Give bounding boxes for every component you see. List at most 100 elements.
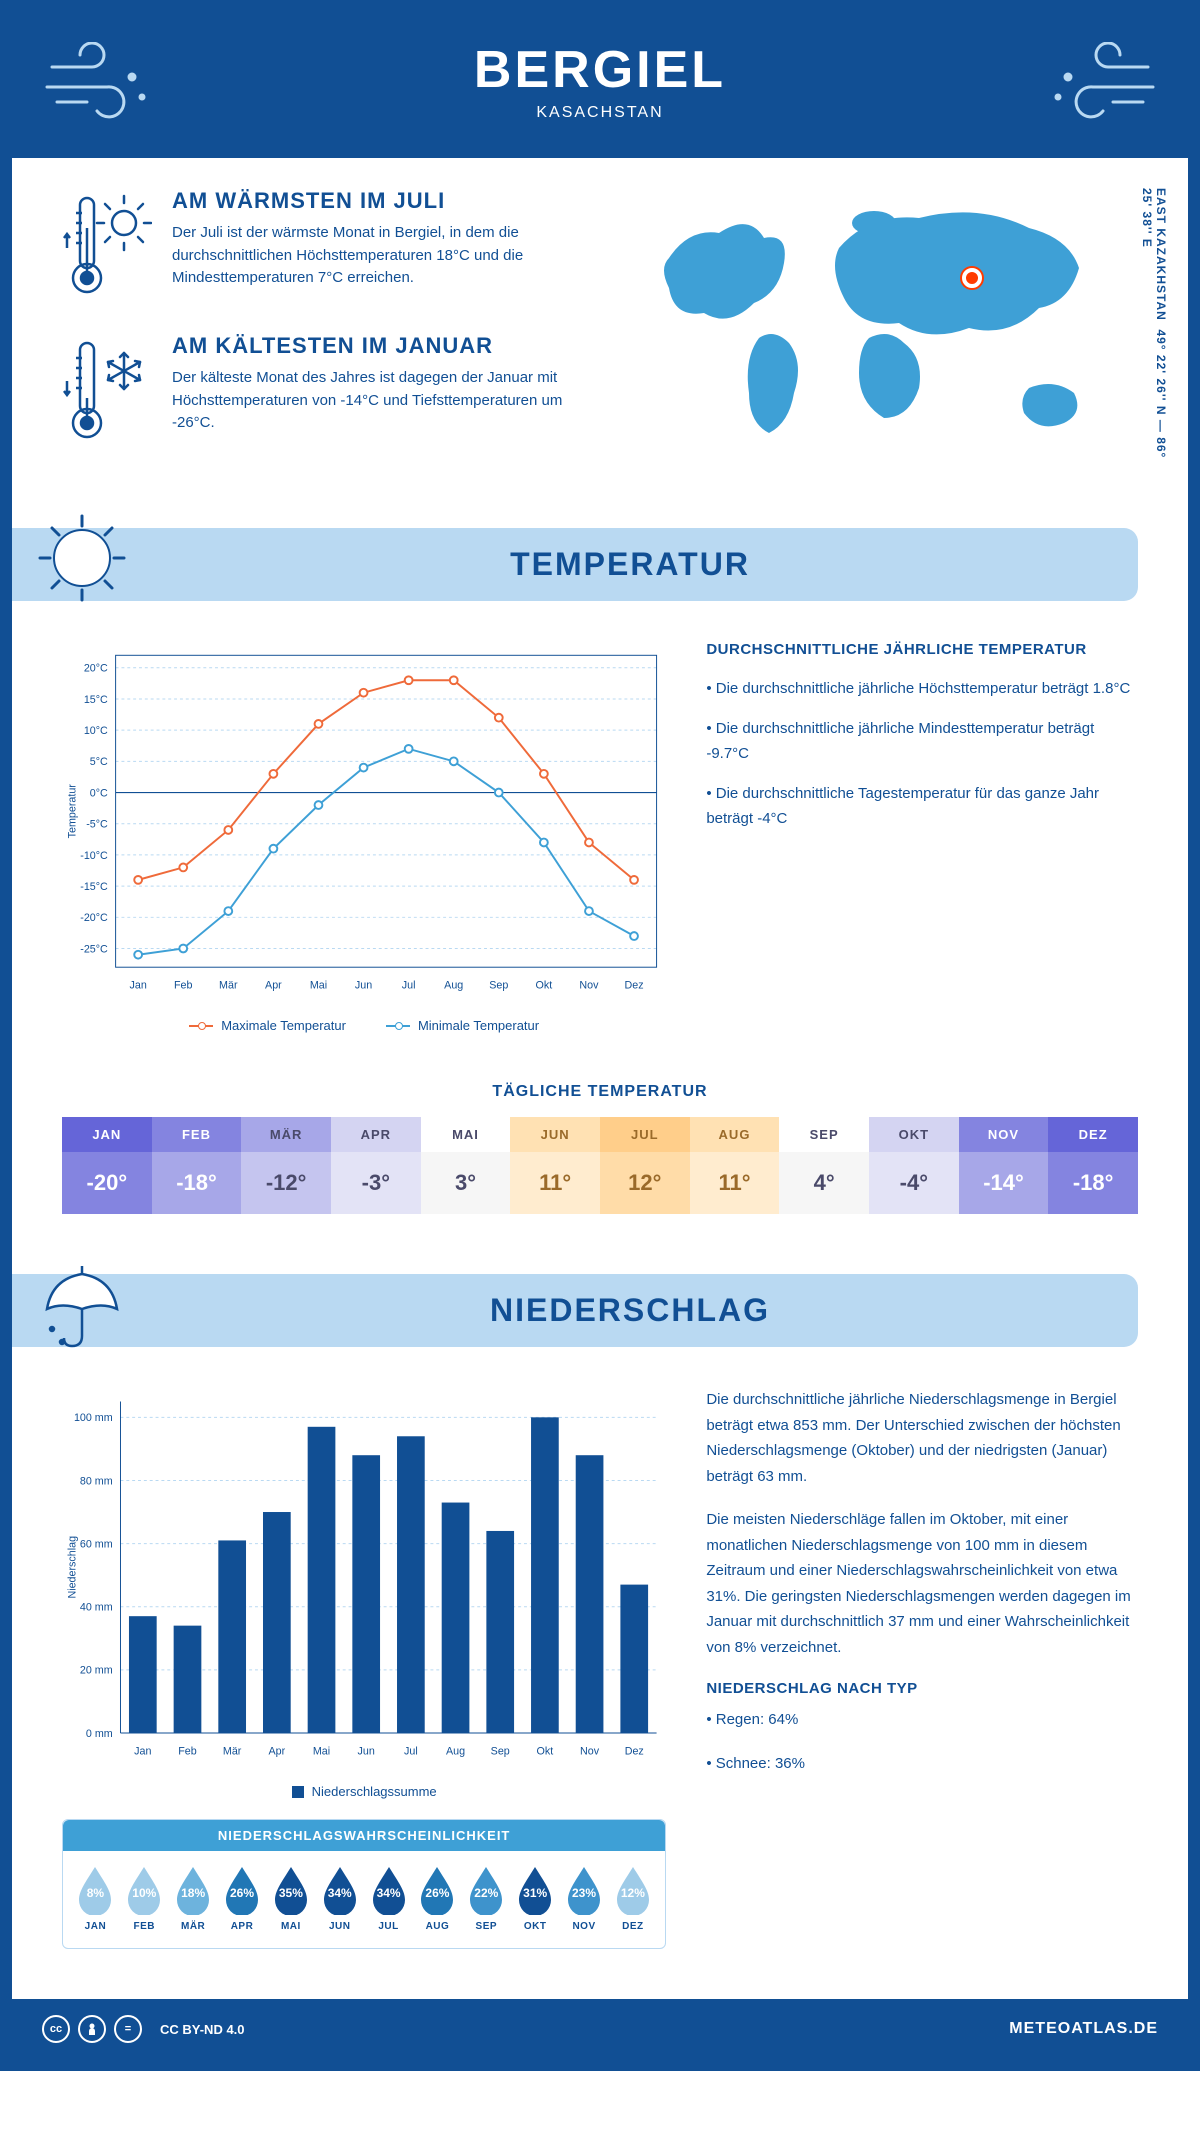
svg-text:Jul: Jul [402, 980, 416, 992]
warmest-title: AM WÄRMSTEN IM JULI [172, 188, 580, 214]
svg-text:20 mm: 20 mm [80, 1665, 113, 1677]
svg-text:100 mm: 100 mm [74, 1412, 113, 1424]
svg-text:40 mm: 40 mm [80, 1602, 113, 1614]
svg-text:Mär: Mär [219, 980, 238, 992]
svg-text:80 mm: 80 mm [80, 1475, 113, 1487]
prob-drop: 26% AUG [415, 1865, 460, 1932]
prob-drop: 12% DEZ [610, 1865, 655, 1932]
probability-title: NIEDERSCHLAGSWAHRSCHEINLICHKEIT [63, 1820, 665, 1851]
svg-text:-25°C: -25°C [80, 943, 108, 955]
temp-bullet: • Die durchschnittliche jährliche Mindes… [706, 716, 1138, 767]
precipitation-bar-chart: 0 mm 20 mm 40 mm 60 mm 80 mm 100 mm Niederschl… [62, 1387, 666, 1767]
temp-bullet: • Die durchschnittliche Tagestemperatur … [706, 781, 1138, 832]
svg-text:Mai: Mai [313, 1745, 330, 1757]
svg-text:Aug: Aug [446, 1745, 465, 1757]
svg-text:Jan: Jan [134, 1745, 151, 1757]
daily-cell: SEP 4° [779, 1117, 869, 1214]
prob-drop: 22% SEP [464, 1865, 509, 1932]
svg-text:Temperatur: Temperatur [67, 784, 79, 839]
thermometer-snow-icon [62, 333, 152, 443]
svg-text:Dez: Dez [625, 1745, 644, 1757]
daily-cell: AUG 11° [690, 1117, 780, 1214]
svg-text:Jul: Jul [404, 1745, 418, 1757]
probability-box: NIEDERSCHLAGSWAHRSCHEINLICHKEIT 8% JAN 1… [62, 1819, 666, 1949]
temperature-banner: TEMPERATUR [12, 528, 1138, 601]
site-name: METEOATLAS.DE [1009, 2020, 1158, 2038]
section-title: NIEDERSCHLAG [142, 1292, 1118, 1329]
coldest-block: AM KÄLTESTEN IM JANUAR Der kälteste Mona… [62, 333, 580, 448]
svg-text:10°C: 10°C [84, 725, 108, 737]
prob-drop: 31% OKT [513, 1865, 558, 1932]
prob-drop: 34% JUL [366, 1865, 411, 1932]
page-frame: BERGIEL KASACHSTAN [0, 0, 1200, 2071]
svg-text:Okt: Okt [536, 980, 553, 992]
prob-drop: 23% NOV [562, 1865, 607, 1932]
svg-text:-5°C: -5°C [86, 819, 108, 831]
prob-drop: 18% MÄR [171, 1865, 216, 1932]
wind-icon [1038, 42, 1158, 122]
svg-text:Jan: Jan [130, 980, 147, 992]
by-icon [78, 2015, 106, 2043]
precip-paragraph: Die durchschnittliche jährliche Niedersc… [706, 1387, 1138, 1489]
precip-type-heading: NIEDERSCHLAG NACH TYP [706, 1680, 1138, 1697]
temperature-line-chart: -25°C-20°C-15°C-10°C-5°C0°C5°C10°C15°C20… [62, 641, 666, 1001]
warmest-text: Der Juli ist der wärmste Monat in Bergie… [172, 222, 580, 290]
prob-drop: 8% JAN [73, 1865, 118, 1932]
svg-text:Niederschlag: Niederschlag [67, 1536, 79, 1599]
daily-cell: DEZ -18° [1048, 1117, 1138, 1214]
svg-text:Nov: Nov [580, 1745, 600, 1757]
svg-text:Feb: Feb [174, 980, 193, 992]
svg-text:Aug: Aug [444, 980, 463, 992]
intro-section: AM WÄRMSTEN IM JULI Der Juli ist der wär… [12, 158, 1188, 508]
warmest-block: AM WÄRMSTEN IM JULI Der Juli ist der wär… [62, 188, 580, 303]
prob-drop: 26% APR [220, 1865, 265, 1932]
license-block: cc = CC BY-ND 4.0 [42, 2015, 245, 2043]
prob-drop: 35% MAI [268, 1865, 313, 1932]
thermometer-sun-icon [62, 188, 152, 298]
svg-text:Sep: Sep [489, 980, 508, 992]
svg-text:20°C: 20°C [84, 663, 108, 675]
svg-text:Feb: Feb [178, 1745, 197, 1757]
daily-cell: OKT -4° [869, 1117, 959, 1214]
daily-cell: JUL 12° [600, 1117, 690, 1214]
precip-paragraph: Die meisten Niederschläge fallen im Okto… [706, 1507, 1138, 1660]
svg-text:Okt: Okt [537, 1745, 554, 1757]
coordinates: EAST KAZAKHSTAN 49° 22' 26'' N — 86° 25'… [1140, 188, 1168, 473]
svg-text:Jun: Jun [355, 980, 372, 992]
svg-text:0 mm: 0 mm [86, 1728, 113, 1740]
precipitation-banner: NIEDERSCHLAG [12, 1274, 1138, 1347]
svg-text:5°C: 5°C [90, 756, 108, 768]
precip-type: • Schnee: 36% [706, 1751, 1138, 1777]
svg-text:Apr: Apr [269, 1745, 286, 1757]
daily-temp-grid: JAN -20° FEB -18° MÄR -12° APR -3° MAI 3… [62, 1117, 1138, 1214]
temp-side-heading: DURCHSCHNITTLICHE JÄHRLICHE TEMPERATUR [706, 641, 1138, 658]
license-text: CC BY-ND 4.0 [160, 2022, 245, 2037]
prob-drop: 34% JUN [317, 1865, 362, 1932]
svg-text:Apr: Apr [265, 980, 282, 992]
svg-text:60 mm: 60 mm [80, 1538, 113, 1550]
coldest-title: AM KÄLTESTEN IM JANUAR [172, 333, 580, 359]
prob-drop: 10% FEB [122, 1865, 167, 1932]
svg-text:-10°C: -10°C [80, 850, 108, 862]
daily-cell: MÄR -12° [241, 1117, 331, 1214]
svg-text:-20°C: -20°C [80, 912, 108, 924]
umbrella-icon [32, 1254, 132, 1354]
footer: cc = CC BY-ND 4.0 METEOATLAS.DE [12, 1999, 1188, 2059]
coldest-text: Der kälteste Monat des Jahres ist dagege… [172, 367, 580, 435]
svg-text:Jun: Jun [358, 1745, 375, 1757]
location-title: BERGIEL [32, 40, 1168, 100]
daily-cell: JAN -20° [62, 1117, 152, 1214]
daily-cell: JUN 11° [510, 1117, 600, 1214]
svg-text:Sep: Sep [491, 1745, 510, 1757]
map-marker-icon [962, 268, 982, 288]
daily-cell: FEB -18° [152, 1117, 242, 1214]
sun-icon [32, 508, 132, 608]
header: BERGIEL KASACHSTAN [12, 12, 1188, 158]
svg-text:-15°C: -15°C [80, 881, 108, 893]
svg-text:Mär: Mär [223, 1745, 242, 1757]
nd-icon: = [114, 2015, 142, 2043]
chart-legend: Maximale Temperatur Minimale Temperatur [62, 1018, 666, 1033]
wind-icon [42, 42, 162, 122]
svg-text:Mai: Mai [310, 980, 327, 992]
svg-text:0°C: 0°C [90, 787, 108, 799]
